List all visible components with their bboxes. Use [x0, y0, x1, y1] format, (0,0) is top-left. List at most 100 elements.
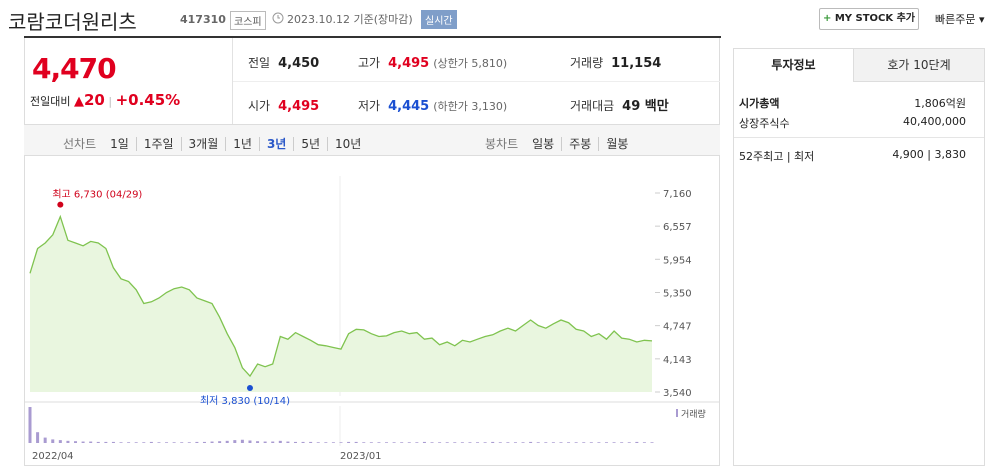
- period-tab[interactable]: 3년: [258, 137, 294, 151]
- volume-bar: [172, 442, 176, 443]
- volume-bar: [506, 442, 510, 443]
- realtime-badge[interactable]: 실시간: [421, 10, 457, 29]
- invest-value: 4,900 | 3,830: [892, 148, 966, 161]
- volume-bar: [119, 442, 123, 443]
- legend-label: 거래량: [681, 408, 706, 420]
- volume-bar: [574, 442, 578, 443]
- volume-bar: [51, 439, 55, 443]
- volume-bar: [544, 442, 548, 443]
- volume-bar: [453, 442, 457, 443]
- volume-bar: [111, 441, 115, 443]
- volume-bar: [28, 407, 32, 443]
- invest-tab[interactable]: 호가 10단계: [853, 49, 984, 82]
- volume-bar: [559, 442, 563, 443]
- volume-bar: [551, 442, 555, 443]
- volume-bar: [142, 442, 146, 443]
- x-label: 2023/01: [340, 451, 382, 462]
- volume-bar: [58, 440, 62, 443]
- volume-bar: [248, 440, 252, 443]
- candle-tab[interactable]: 월봉: [598, 137, 636, 151]
- volume-bar: [165, 442, 169, 443]
- volume-bar: [627, 442, 631, 443]
- volume-bar: [604, 442, 608, 443]
- volume-bar: [96, 441, 100, 443]
- cell-value: 4,450: [278, 56, 320, 71]
- stock-code: 417310: [180, 13, 226, 26]
- volume-bar: [157, 442, 161, 443]
- period-tab[interactable]: 1년: [225, 137, 259, 151]
- volume-bar: [233, 440, 237, 443]
- volume-bar: [180, 442, 184, 443]
- x-label: 2022/04: [32, 451, 74, 462]
- plus-icon: +: [822, 13, 835, 24]
- volume-bar: [293, 441, 297, 443]
- volume-bar: [225, 440, 229, 443]
- volume-bar: [331, 442, 335, 443]
- period-tab[interactable]: 1일: [110, 137, 129, 151]
- volume-bar: [460, 442, 464, 443]
- volume-bar: [347, 441, 351, 443]
- quick-order[interactable]: 빠른주문 ▾: [935, 13, 985, 26]
- mystock-button[interactable]: + MY STOCK 추가: [819, 8, 919, 30]
- base-date: 2023.10.12 기준(장마감): [287, 13, 413, 26]
- period-tab[interactable]: 1주일: [135, 137, 181, 151]
- volume-bar: [422, 441, 426, 443]
- volume-bar: [521, 442, 525, 443]
- y-tick-label: 4,747: [663, 322, 692, 333]
- cell-value: 4,495: [388, 56, 430, 71]
- change-pct: +0.45%: [115, 91, 181, 109]
- volume-bar: [612, 442, 616, 443]
- tab-label: 봉차트: [485, 137, 519, 151]
- period-tab[interactable]: 5년: [293, 137, 328, 151]
- invest-label: 시가총액: [739, 97, 780, 110]
- volume-bar: [415, 442, 419, 443]
- volume-bar: [316, 442, 320, 443]
- change-label: 전일대비: [30, 95, 71, 108]
- volume-bar: [134, 442, 138, 443]
- volume-bar: [513, 442, 517, 443]
- volume-bar: [392, 442, 396, 443]
- volume-bar: [650, 442, 654, 443]
- period-tab[interactable]: 3개월: [180, 137, 226, 151]
- volume-bar: [286, 441, 290, 443]
- volume-bar: [149, 441, 153, 443]
- summary-cell: 전일 4,450: [248, 52, 319, 71]
- invest-label: 상장주식수: [739, 117, 790, 130]
- divider: [232, 38, 233, 124]
- y-tick-label: 3,540: [663, 388, 692, 399]
- y-tick-label: 5,350: [663, 289, 692, 300]
- volume-bar: [536, 442, 540, 443]
- volume-bar: [476, 442, 480, 443]
- volume-bar: [491, 441, 495, 443]
- volume-bar: [369, 442, 373, 443]
- up-arrow: ▲: [73, 94, 84, 109]
- volume-bar: [438, 442, 442, 443]
- extreme-marker: [57, 201, 64, 208]
- volume-bar: [582, 442, 586, 443]
- sep: |: [108, 95, 113, 108]
- volume-bar: [589, 442, 593, 443]
- invest-tab[interactable]: 투자정보: [734, 49, 853, 82]
- volume-bar: [240, 439, 244, 443]
- period-bar: [24, 124, 720, 156]
- current-price: 4,470: [32, 52, 117, 85]
- volume-bar: [43, 437, 47, 443]
- top-rule: [24, 36, 721, 38]
- candle-tab[interactable]: 주봉: [561, 137, 599, 151]
- extreme-marker: [246, 385, 253, 392]
- period-tab[interactable]: 10년: [327, 137, 369, 151]
- main-panel: [24, 38, 720, 466]
- cell-value: 11,154: [611, 56, 662, 71]
- candle-tab[interactable]: 일봉: [532, 137, 555, 151]
- volume-bar: [339, 442, 343, 443]
- volume-bar: [127, 442, 131, 443]
- cell-value: 49 백만: [622, 99, 669, 114]
- price-chart: 3,540 4,143 4,747 5,350 5,954 6,557 7,160 최고 6,…: [24, 176, 720, 462]
- cell-value: 4,495: [278, 99, 320, 114]
- cell-note: (하한가 3,130): [433, 100, 508, 113]
- volume-bar: [620, 442, 624, 443]
- volume-bar: [635, 441, 639, 443]
- volume-bar: [187, 442, 191, 443]
- volume-bar: [385, 442, 389, 443]
- volume-bar: [89, 441, 93, 443]
